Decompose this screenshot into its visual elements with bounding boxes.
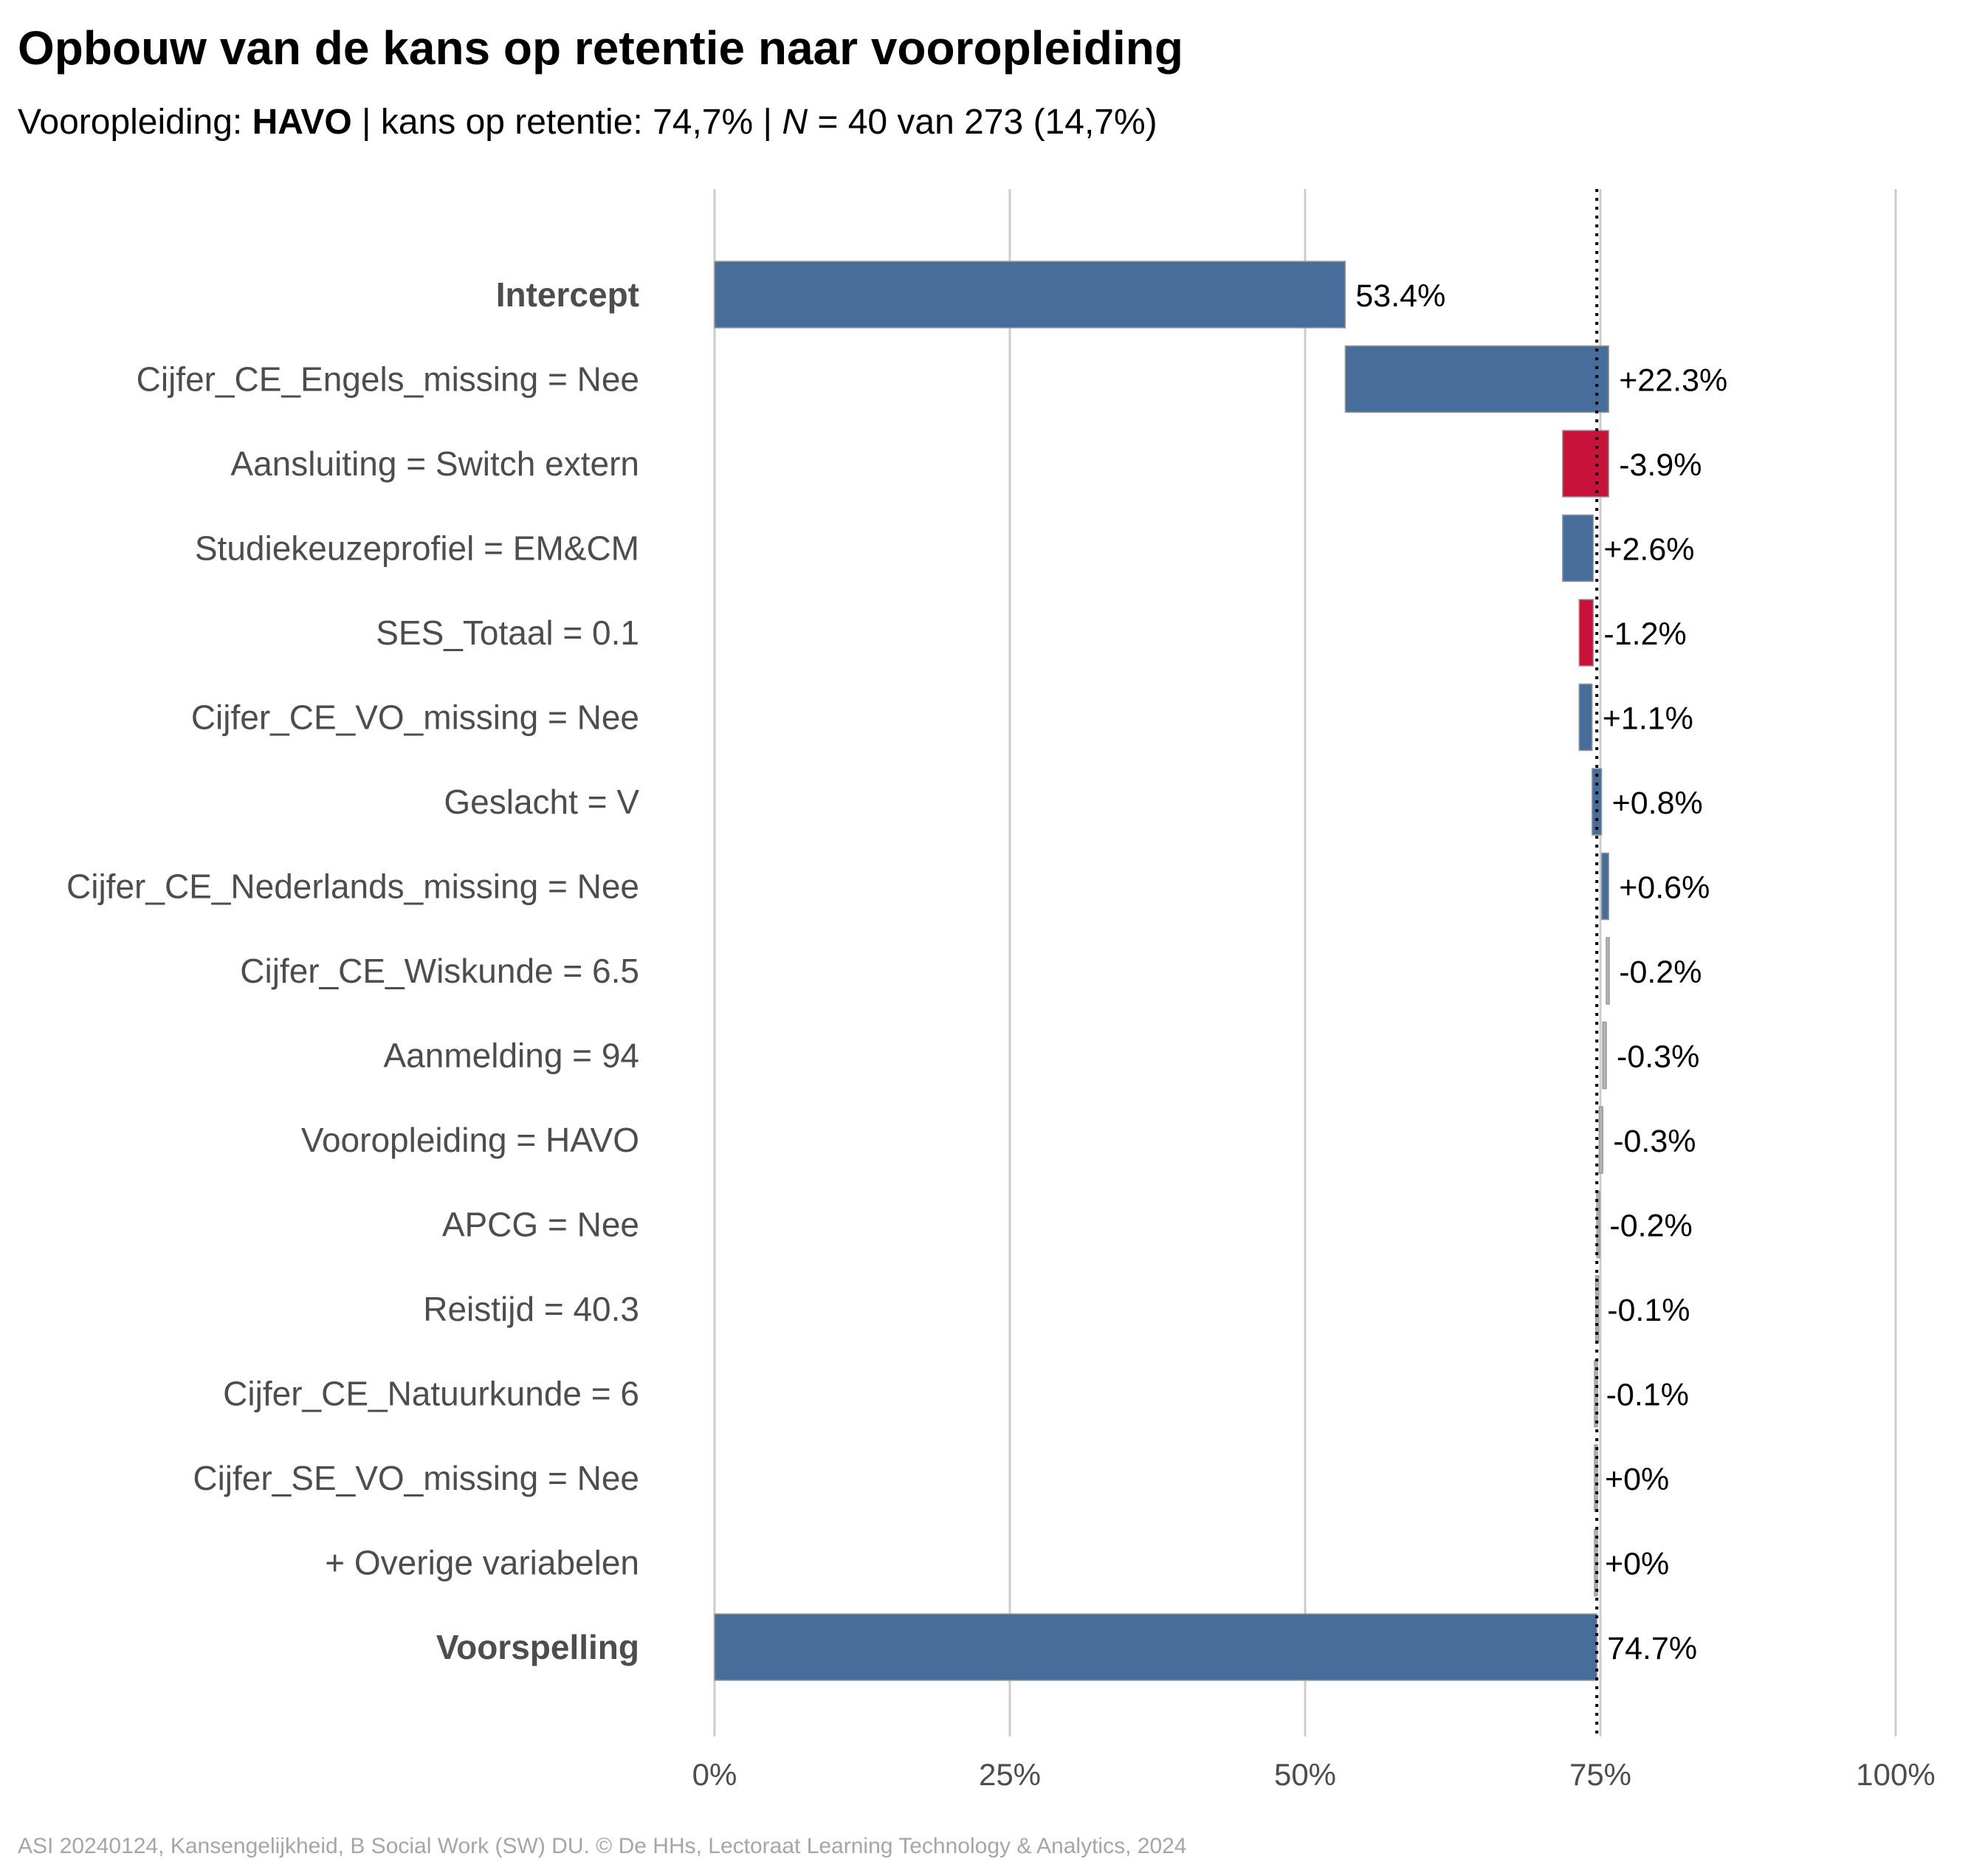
category-label: Cijfer_CE_Wiskunde = 6.5 [240,952,639,990]
value-label: -0.3% [1613,1124,1696,1159]
value-labels: 53.4% +22.3% -3.9% +2.6% -1.2% +1.1% +0.8% +0.6… [1355,278,1727,1666]
bar-layer [714,261,1610,1681]
x-tick-label: 100% [1856,1757,1935,1792]
chart-title: Opbouw van de kans op retentie naar voor… [18,21,1183,75]
subtitle-n-symbol: N [782,103,808,142]
bar [1606,937,1610,1005]
category-label: Geslacht = V [444,783,639,821]
value-label: +0% [1605,1462,1669,1497]
x-tick-label: 25% [979,1757,1041,1792]
bar [1578,683,1593,752]
subtitle-group: HAVO [252,103,352,142]
bar [714,1613,1597,1681]
value-label: 74.7% [1607,1631,1697,1666]
category-label: Voorspelling [436,1628,639,1666]
category-label: SES_Totaal = 0.1 [376,614,639,652]
value-label: -0.2% [1619,955,1702,990]
bar [1600,852,1609,921]
value-label: 53.4% [1355,278,1445,314]
bar [1562,430,1609,498]
category-label: Cijfer_CE_Natuurkunde = 6 [223,1375,639,1413]
value-label: -1.2% [1603,616,1686,652]
subtitle-suffix: = 40 van 273 (14,7%) [807,103,1157,142]
grid-layer [713,189,1897,1736]
x-axis-ticks: 0% 25% 50% 75% 100% [692,1757,1936,1792]
x-tick-label: 75% [1569,1757,1631,1792]
bar [1578,599,1594,667]
bar [1344,345,1609,413]
category-label: Cijfer_SE_VO_missing = Nee [193,1459,639,1497]
category-label: Cijfer_CE_Engels_missing = Nee [137,360,639,399]
value-label: +1.1% [1603,701,1693,737]
category-label: Cijfer_CE_VO_missing = Nee [191,698,639,737]
value-label: +0% [1605,1547,1669,1582]
value-label: -3.9% [1619,447,1702,483]
category-label: Reistijd = 40.3 [423,1290,639,1328]
value-label: +2.6% [1603,532,1694,568]
value-label: +0.6% [1619,870,1710,906]
category-labels: Intercept Cijfer_CE_Engels_missing = Nee A… [66,275,639,1666]
category-label: Intercept [496,275,639,314]
category-label: Aanmelding = 94 [383,1037,639,1075]
value-label: +0.8% [1612,786,1703,821]
category-label: + Overige variabelen [325,1544,639,1582]
chart-caption: ASI 20240124, Kansengelijkheid, B Social… [18,1834,1187,1858]
value-label: -0.2% [1609,1209,1692,1244]
subtitle-prefix: Vooropleiding: [18,103,252,142]
x-tick-label: 0% [692,1757,737,1792]
category-label: Studiekeuzeprofiel = EM&CM [195,529,639,568]
category-label: APCG = Nee [442,1206,639,1244]
x-tick-label: 50% [1274,1757,1336,1792]
category-label: Vooropleiding = HAVO [301,1121,639,1159]
value-label: -0.3% [1617,1040,1699,1075]
value-label: -0.1% [1607,1293,1690,1328]
value-label: +22.3% [1619,363,1727,399]
bar [1602,1021,1607,1090]
bar [1598,1106,1603,1174]
bar [714,261,1346,329]
value-label: -0.1% [1606,1378,1689,1413]
bar [1562,514,1594,583]
chart-subtitle: Vooropleiding: HAVO | kans op retentie: … [18,102,1157,142]
category-label: Aansluiting = Switch extern [230,444,639,483]
category-label: Cijfer_CE_Nederlands_missing = Nee [66,867,639,906]
subtitle-middle: | kans op retentie: 74,7% | [351,103,782,142]
